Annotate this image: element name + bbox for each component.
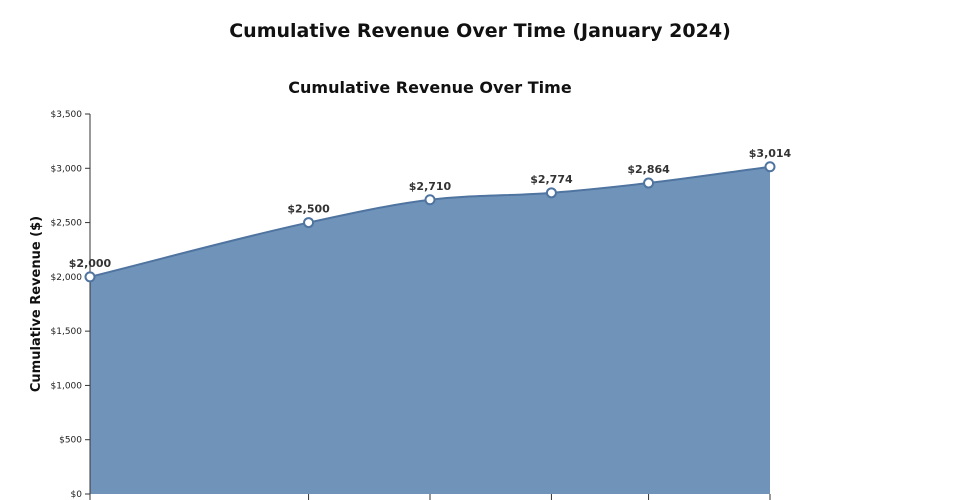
series-line (89, 165, 771, 278)
axis-layer: $0 $500 $1,000 $1,500 $2,000 $2,500 $3,000 $3,5… (51, 110, 771, 500)
data-point (424, 194, 436, 206)
page-title: Cumulative Revenue Over Time (January 20… (229, 20, 731, 42)
y-tick-label: $3,500 (51, 110, 83, 120)
y-tick-label: $1,500 (51, 327, 83, 337)
data-label: $2,864 (627, 163, 670, 176)
data-point (764, 161, 776, 173)
data-label: $2,710 (409, 180, 452, 193)
marker-layer (84, 161, 776, 283)
y-axis-title: Cumulative Revenue ($) (29, 216, 44, 392)
area-fill (90, 166, 770, 494)
data-label: $2,000 (69, 257, 112, 270)
y-tick-label: $500 (59, 436, 82, 446)
label-layer: $2,000 $2,500 $2,710 $2,774 $2,864 $3,014 (69, 147, 792, 270)
data-label: $2,774 (530, 173, 573, 186)
y-tick-label: $2,500 (51, 219, 83, 229)
area-layer (89, 165, 771, 494)
data-label: $3,014 (749, 147, 792, 160)
y-tick-label: $0 (71, 490, 83, 500)
y-tick-label: $2,000 (51, 273, 83, 283)
chart-title: Cumulative Revenue Over Time (288, 78, 572, 97)
data-point (643, 177, 655, 189)
data-point (84, 271, 96, 283)
y-tick-label: $1,000 (51, 381, 83, 391)
data-label: $2,500 (287, 203, 330, 216)
data-point (303, 217, 315, 229)
data-point (545, 187, 557, 199)
y-tick-label: $3,000 (51, 164, 83, 174)
